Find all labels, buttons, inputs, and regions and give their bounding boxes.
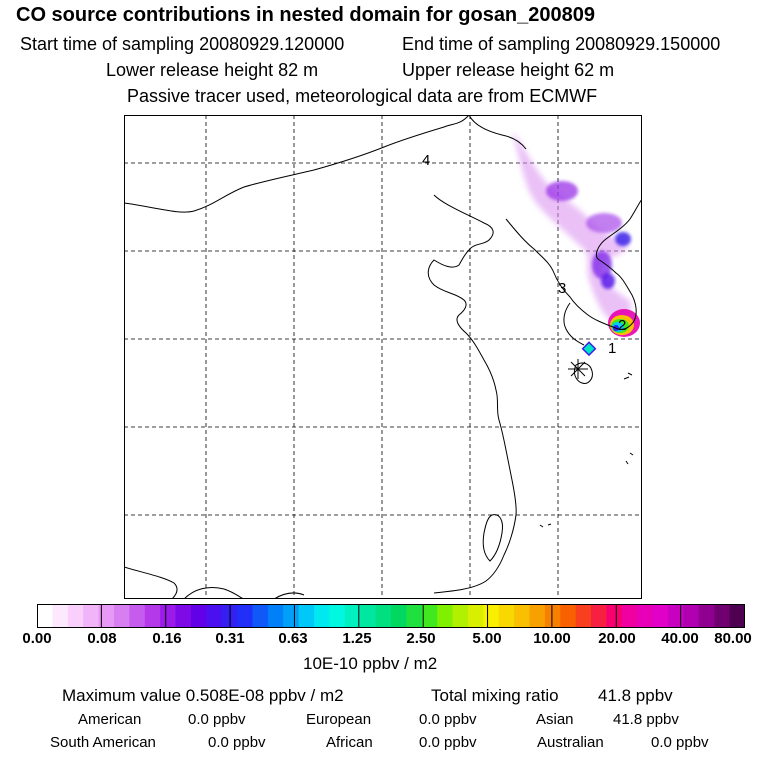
map-label-4: 4 <box>422 152 430 169</box>
region-name-south-american: South American <box>50 734 156 751</box>
map-label-3: 3 <box>558 280 566 297</box>
region-name-american: American <box>78 711 142 728</box>
colorbar-tick: 0.08 <box>87 630 117 647</box>
colorbar-cell <box>129 604 146 628</box>
colorbar-cell <box>267 604 284 628</box>
release-site-marker <box>568 359 588 379</box>
colorbar-tick: 2.50 <box>406 630 436 647</box>
colorbar-cell <box>314 604 331 628</box>
region-value-african: 0.0 ppbv <box>419 734 477 751</box>
colorbar-cell <box>652 604 669 628</box>
colorbar-tick: 1.25 <box>342 630 372 647</box>
region-name-australian: Australian <box>537 734 604 751</box>
map-label-2: 2 <box>618 317 626 334</box>
colorbar-tick: 40.00 <box>661 630 699 647</box>
colorbar-separators <box>100 604 682 628</box>
colorbar-cell <box>360 604 377 628</box>
colorbar-tick: 0.16 <box>152 630 182 647</box>
colorbar-tick: 20.00 <box>598 630 636 647</box>
colorbar-cell <box>37 604 53 628</box>
colorbar-cell <box>514 604 531 628</box>
colorbar-cell <box>329 604 346 628</box>
colorbar-tick: 5.00 <box>472 630 502 647</box>
colorbar-cell <box>283 604 300 628</box>
colorbar-cell <box>575 604 592 628</box>
colorbar-cell <box>344 604 361 628</box>
colorbar-cell <box>621 604 638 628</box>
region-value-european: 0.0 ppbv <box>419 711 477 728</box>
colorbar-cell <box>206 604 223 628</box>
colorbar-cell <box>683 604 700 628</box>
colorbar-cell <box>237 604 254 628</box>
colorbar-cell <box>175 604 192 628</box>
colorbar-cell <box>144 604 161 628</box>
colorbar-tick: 80.00 <box>714 630 752 647</box>
colorbar-cell <box>406 604 423 628</box>
colorbar-cell <box>67 604 84 628</box>
region-value-asian: 41.8 ppbv <box>613 711 679 728</box>
colorbar-frame <box>37 604 745 628</box>
colorbar-cell <box>544 604 561 628</box>
colorbar-cell <box>606 604 623 628</box>
map-panel: 4 3 2 1 <box>124 115 642 599</box>
region-value-american: 0.0 ppbv <box>188 711 246 728</box>
colorbar-cell <box>498 604 515 628</box>
tracer-note: Passive tracer used, meteorological data… <box>127 86 598 106</box>
region-name-african: African <box>326 734 373 751</box>
colorbar-cell <box>252 604 269 628</box>
colorbar-cell <box>52 604 69 628</box>
colorbar-cell <box>298 604 315 628</box>
colorbar-cell <box>391 604 407 628</box>
colorbar-cell <box>668 604 685 628</box>
colorbar-cell <box>529 604 546 628</box>
colorbar-cell <box>483 604 500 628</box>
colorbar-cell <box>190 604 207 628</box>
colorbar-cell <box>160 604 177 628</box>
colorbar-cell <box>637 604 654 628</box>
colorbar-tick: 0.00 <box>22 630 52 647</box>
colorbar-cell <box>729 604 745 628</box>
colorbar-cell <box>698 604 715 628</box>
region-value-south-american: 0.0 ppbv <box>208 734 266 751</box>
colorbar-tick: 0.31 <box>215 630 245 647</box>
region-name-asian: Asian <box>536 711 574 728</box>
coastlines <box>124 115 642 599</box>
colorbar-cell <box>467 604 484 628</box>
colorbar-cell <box>83 604 100 628</box>
total-mixing-ratio-value: 41.8 ppbv <box>598 686 673 705</box>
colorbar-cell <box>437 604 454 628</box>
colorbar-cell <box>98 604 115 628</box>
colorbar-unit: 10E-10 ppbv / m2 <box>303 654 438 673</box>
maximum-value: Maximum value 0.508E-08 ppbv / m2 <box>62 686 344 705</box>
colorbar-cell <box>375 604 392 628</box>
colorbar-cell <box>560 604 577 628</box>
colorbar-tick: 0.63 <box>278 630 308 647</box>
colorbar-cell <box>452 604 469 628</box>
upper-release-height: Upper release height 62 m <box>402 60 615 80</box>
colorbar-cell <box>591 604 608 628</box>
colorbar-cell <box>714 604 731 628</box>
lower-release-height: Lower release height 82 m <box>106 60 319 80</box>
end-time: End time of sampling 20080929.150000 <box>402 34 721 54</box>
region-value-australian: 0.0 ppbv <box>651 734 709 751</box>
colorbar-tick: 10.00 <box>533 630 571 647</box>
start-time: Start time of sampling 20080929.120000 <box>20 34 345 54</box>
colorbar-cell <box>421 604 438 628</box>
region-name-european: European <box>306 711 372 728</box>
total-mixing-ratio-label: Total mixing ratio <box>431 686 559 705</box>
page-title: CO source contributions in nested domain… <box>16 4 596 26</box>
colorbar <box>37 604 745 628</box>
colorbar-cells <box>37 604 745 628</box>
plume-field <box>512 131 640 357</box>
map-label-1: 1 <box>608 340 616 357</box>
colorbar-cell <box>113 604 130 628</box>
